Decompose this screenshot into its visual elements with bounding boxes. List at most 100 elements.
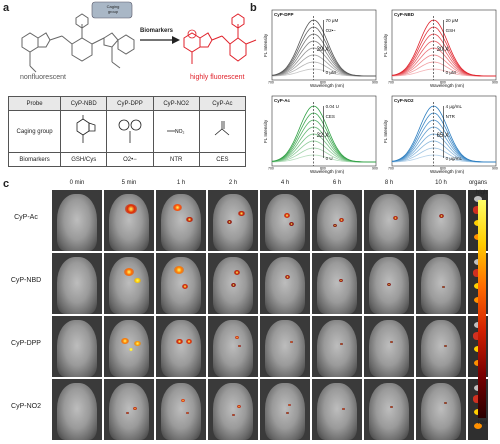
mouse-image xyxy=(104,253,154,314)
table-row-label: Biomarkers xyxy=(7,152,62,167)
timepoint-label: 8 h xyxy=(384,180,394,186)
row-label: CyP-DPP xyxy=(11,340,41,347)
analyte-label: O2•− xyxy=(326,28,337,33)
mouse-image xyxy=(364,316,414,377)
x-tick-label: 800 xyxy=(320,167,326,171)
fluorescence-spot xyxy=(285,411,289,414)
table-cell: O2•− xyxy=(106,152,154,167)
mouse-image xyxy=(364,379,414,440)
chart-title: CyP-DPP xyxy=(274,12,294,17)
caging-structure-ac xyxy=(198,110,247,153)
reaction-scheme xyxy=(21,1,257,73)
mouse-image xyxy=(104,379,154,440)
y-axis-label: FL Intensity xyxy=(383,119,388,143)
mouse-image xyxy=(156,253,206,314)
mouse-image xyxy=(312,316,362,377)
fluorescence-spot xyxy=(230,282,236,287)
fluorescence-spot xyxy=(237,405,241,409)
timepoint-label: 1 h xyxy=(176,180,186,186)
mouse-image xyxy=(364,253,414,314)
probe-table: Probe CyP-NBD CyP-DPP CyP-NO2 CyP-Ac Cag… xyxy=(7,96,247,167)
fluorescence-spot xyxy=(288,221,294,226)
fluorescence-spot xyxy=(174,266,184,274)
spectrum-chart-1: CyP-NBD 20 μM GSH 0 μM 30 X Wavelength (nm) FL… xyxy=(383,9,498,88)
x-tick-label: 700 xyxy=(388,81,394,85)
fluorescence-spot xyxy=(175,338,183,345)
fold-change-label: 32 X xyxy=(317,133,329,139)
fluorescence-spot xyxy=(392,215,398,220)
mouse-image xyxy=(156,316,206,377)
fluorescence-spot xyxy=(289,340,293,343)
fluorescence-spot xyxy=(186,339,192,344)
fold-change-label: 39 X xyxy=(317,47,329,53)
mouse-image xyxy=(52,190,102,251)
chart-title: CyP-NO2 xyxy=(394,98,414,103)
fluorescence-spot xyxy=(125,411,129,414)
fold-change-label: 30 X xyxy=(437,47,449,53)
x-tick-label: 800 xyxy=(320,81,326,85)
mouse-image xyxy=(208,190,258,251)
analyte-label: GSH xyxy=(446,28,456,33)
fluorescence-spot xyxy=(231,413,235,416)
mouse-image xyxy=(156,379,206,440)
fluorescence-spot xyxy=(338,217,344,222)
spectrum-chart-0: CyP-DPP 70 μM O2•− 0 μM 39 X Wavelength (nm) F… xyxy=(263,9,378,88)
fluorescence-spot xyxy=(182,284,188,289)
mouse-image xyxy=(52,316,102,377)
chart-title: CyP-Ac xyxy=(274,98,291,103)
fluorescence-spot xyxy=(389,340,393,343)
fluorescence-spot xyxy=(287,403,291,406)
range-top-label: 20 μM xyxy=(446,18,459,23)
fluorescence-spot xyxy=(441,285,445,288)
fluorescence-spot xyxy=(185,216,193,223)
table-header-cell: CyP-NBD xyxy=(60,96,108,111)
mouse-image xyxy=(416,379,466,440)
x-axis-label: Wavelength (nm) xyxy=(430,83,465,88)
spectra-charts: CyP-DPP 70 μM O2•− 0 μM 39 X Wavelength (nm) F… xyxy=(263,9,498,174)
svg-text:NO₂: NO₂ xyxy=(175,129,185,135)
range-top-label: 4 μg/mL xyxy=(446,104,463,109)
table-header-cell: CyP-DPP xyxy=(106,96,154,111)
table-cell: NTR xyxy=(152,152,200,167)
fluorescence-spot xyxy=(339,342,343,345)
range-bottom-label: 0 U xyxy=(326,156,333,161)
caging-structure-no2: NO₂ xyxy=(152,110,200,153)
mouse-image xyxy=(312,253,362,314)
colorbar-low-label: low xyxy=(478,420,488,426)
timepoint-label: 6 h xyxy=(332,180,342,186)
fluorescence-spot xyxy=(129,348,133,352)
spectrum-curve xyxy=(391,105,496,163)
mouse-image xyxy=(156,190,206,251)
highly-fluorescent-caption: highly fluorescent xyxy=(190,74,245,81)
analyte-label: CES xyxy=(326,114,335,119)
timepoint-header: 0 min 5 min 1 h 2 h 4 h 6 h 8 h 10 h organs xyxy=(52,180,488,190)
fluorescence-spot xyxy=(234,270,240,275)
nonfluorescent-molecule xyxy=(21,13,135,73)
table-header-cell: CyP-NO2 xyxy=(152,96,200,111)
fluorescence-spot xyxy=(133,340,141,347)
mouse-image xyxy=(208,253,258,314)
fluorescence-spot xyxy=(389,405,393,408)
fluorescence-spot xyxy=(387,283,391,287)
mouse-image xyxy=(416,253,466,314)
caging-structure-nbd xyxy=(60,110,108,153)
fluorescence-spot xyxy=(133,277,141,284)
fluorescence-spot xyxy=(235,336,239,340)
fluorescence-spot xyxy=(284,274,290,279)
panel-letter-c: c xyxy=(3,178,10,190)
fluorescence-spot xyxy=(226,219,232,224)
fluorescence-spot xyxy=(124,268,134,276)
table-cell: CES xyxy=(198,152,247,167)
x-tick-label: 900 xyxy=(372,167,378,171)
fold-change-label: 65 X xyxy=(437,133,449,139)
range-top-label: 70 μM xyxy=(326,18,339,23)
table-cell: GSH/Cys xyxy=(60,152,108,167)
range-top-label: 0.04 U xyxy=(326,104,339,109)
spectrum-curve xyxy=(271,19,376,77)
range-bottom-label: 0 μM xyxy=(446,70,456,75)
biomarkers-arrow-label: Biomarkers xyxy=(140,28,174,34)
row-label: CyP-Ac xyxy=(14,214,38,221)
spectrum-curve xyxy=(271,105,376,163)
spectrum-chart-3: CyP-NO2 4 μg/mL NTR 0 μg/mL 65 X Wavelength (… xyxy=(383,95,498,174)
row-label: CyP-NBD xyxy=(10,277,42,284)
